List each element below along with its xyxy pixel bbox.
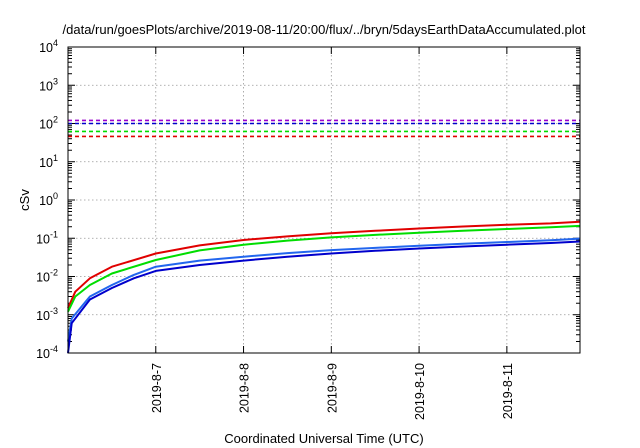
x-tick-label: 2019-8-8	[238, 363, 252, 413]
y-tick-exponent: -2	[50, 268, 58, 278]
grid	[68, 47, 580, 353]
y-tick-base: 10	[39, 194, 53, 208]
y-tick-label: 104	[39, 38, 58, 55]
chart-title: /data/run/goesPlots/archive/2019-08-11/2…	[63, 22, 586, 37]
y-tick-base: 10	[36, 347, 50, 361]
y-tick-exponent: 1	[53, 153, 58, 163]
series-line	[67, 224, 581, 313]
y-tick-base: 10	[36, 271, 50, 285]
x-axis-ticks: 2019-8-7 2019-8-8 2019-8-9 2019-8-10 2019-8-…	[150, 47, 515, 420]
y-tick-base: 10	[39, 156, 53, 170]
y-tick-label: 10-4	[36, 344, 58, 361]
y-tick-base: 10	[36, 309, 50, 323]
x-axis-label: Coordinated Universal Time (UTC)	[224, 431, 423, 446]
y-tick-base: 10	[39, 118, 53, 132]
series-line	[67, 237, 581, 342]
y-tick-exponent: -4	[50, 344, 58, 354]
x-tick-label: 2019-8-10	[413, 363, 427, 420]
y-tick-exponent: -1	[50, 229, 58, 239]
y-tick-label: 10-3	[36, 306, 58, 323]
y-tick-exponent: 0	[53, 191, 58, 201]
y-tick-base: 10	[39, 79, 53, 93]
y-tick-exponent: 3	[53, 76, 58, 86]
plot-frame	[67, 46, 581, 354]
y-axis-label: cSv	[17, 189, 32, 211]
y-tick-label: 10-2	[36, 268, 58, 285]
y-tick-label: 103	[39, 76, 58, 93]
y-tick-exponent: 4	[53, 38, 58, 48]
series-line	[67, 220, 581, 309]
y-tick-label: 101	[39, 153, 58, 170]
y-tick-exponent: 2	[53, 115, 58, 125]
series-lines	[67, 220, 581, 354]
x-tick-label: 2019-8-7	[150, 363, 164, 413]
x-tick-label: 2019-8-9	[325, 363, 339, 413]
y-tick-base: 10	[36, 232, 50, 246]
y-tick-exponent: -3	[50, 306, 58, 316]
x-tick-label: 2019-8-11	[501, 363, 515, 419]
reference-lines	[68, 119, 580, 138]
y-tick-label: 102	[39, 115, 58, 132]
y-tick-base: 10	[39, 41, 53, 55]
y-tick-label: 10-1	[36, 229, 58, 246]
y-tick-label: 100	[39, 191, 58, 208]
series-line	[67, 240, 581, 354]
